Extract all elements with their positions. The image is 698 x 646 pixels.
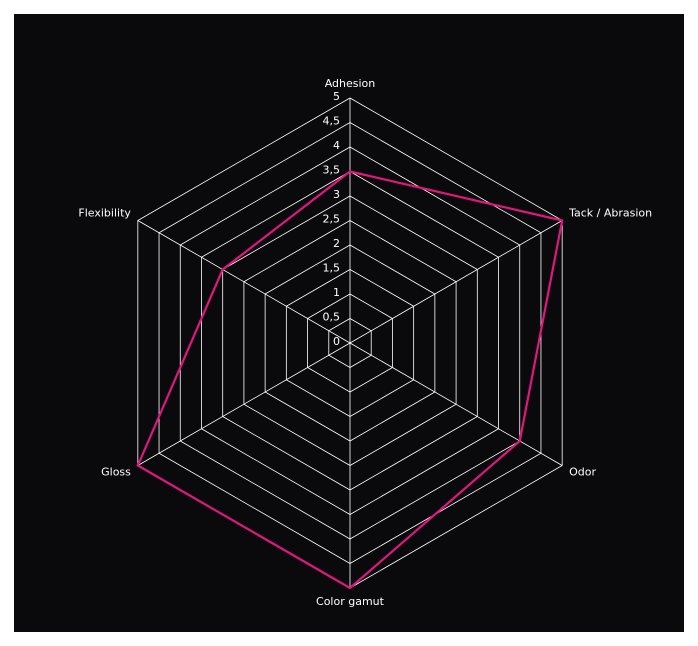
y-tick-label: 3,5 [323,164,341,177]
axis-spoke [349,342,563,466]
axis-label: Tack / Abrasion [568,207,652,220]
axis-spoke [349,220,563,344]
y-tick-label: 4 [333,139,340,152]
y-tick-label: 1,5 [323,262,341,275]
axis-label: Gloss [101,466,131,479]
y-tick-label: 1 [333,286,340,299]
y-tick-label: 4,5 [323,115,341,128]
y-tick-label: 5 [333,90,340,103]
series-line [136,170,564,590]
chart-background [14,14,684,632]
axis-label: Flexibility [78,207,131,220]
y-tick-label: 2,5 [323,213,341,226]
axis-spoke [137,342,351,466]
axis-spoke [137,220,351,344]
y-tick-label: 2 [333,237,340,250]
axis-label: Color gamut [316,595,385,608]
axis-label: Adhesion [325,77,376,90]
y-tick-label: 3 [333,188,340,201]
y-tick-label: 0 [333,335,340,348]
y-tick-label: 0,5 [323,311,341,324]
axis-label: Odor [569,466,596,479]
